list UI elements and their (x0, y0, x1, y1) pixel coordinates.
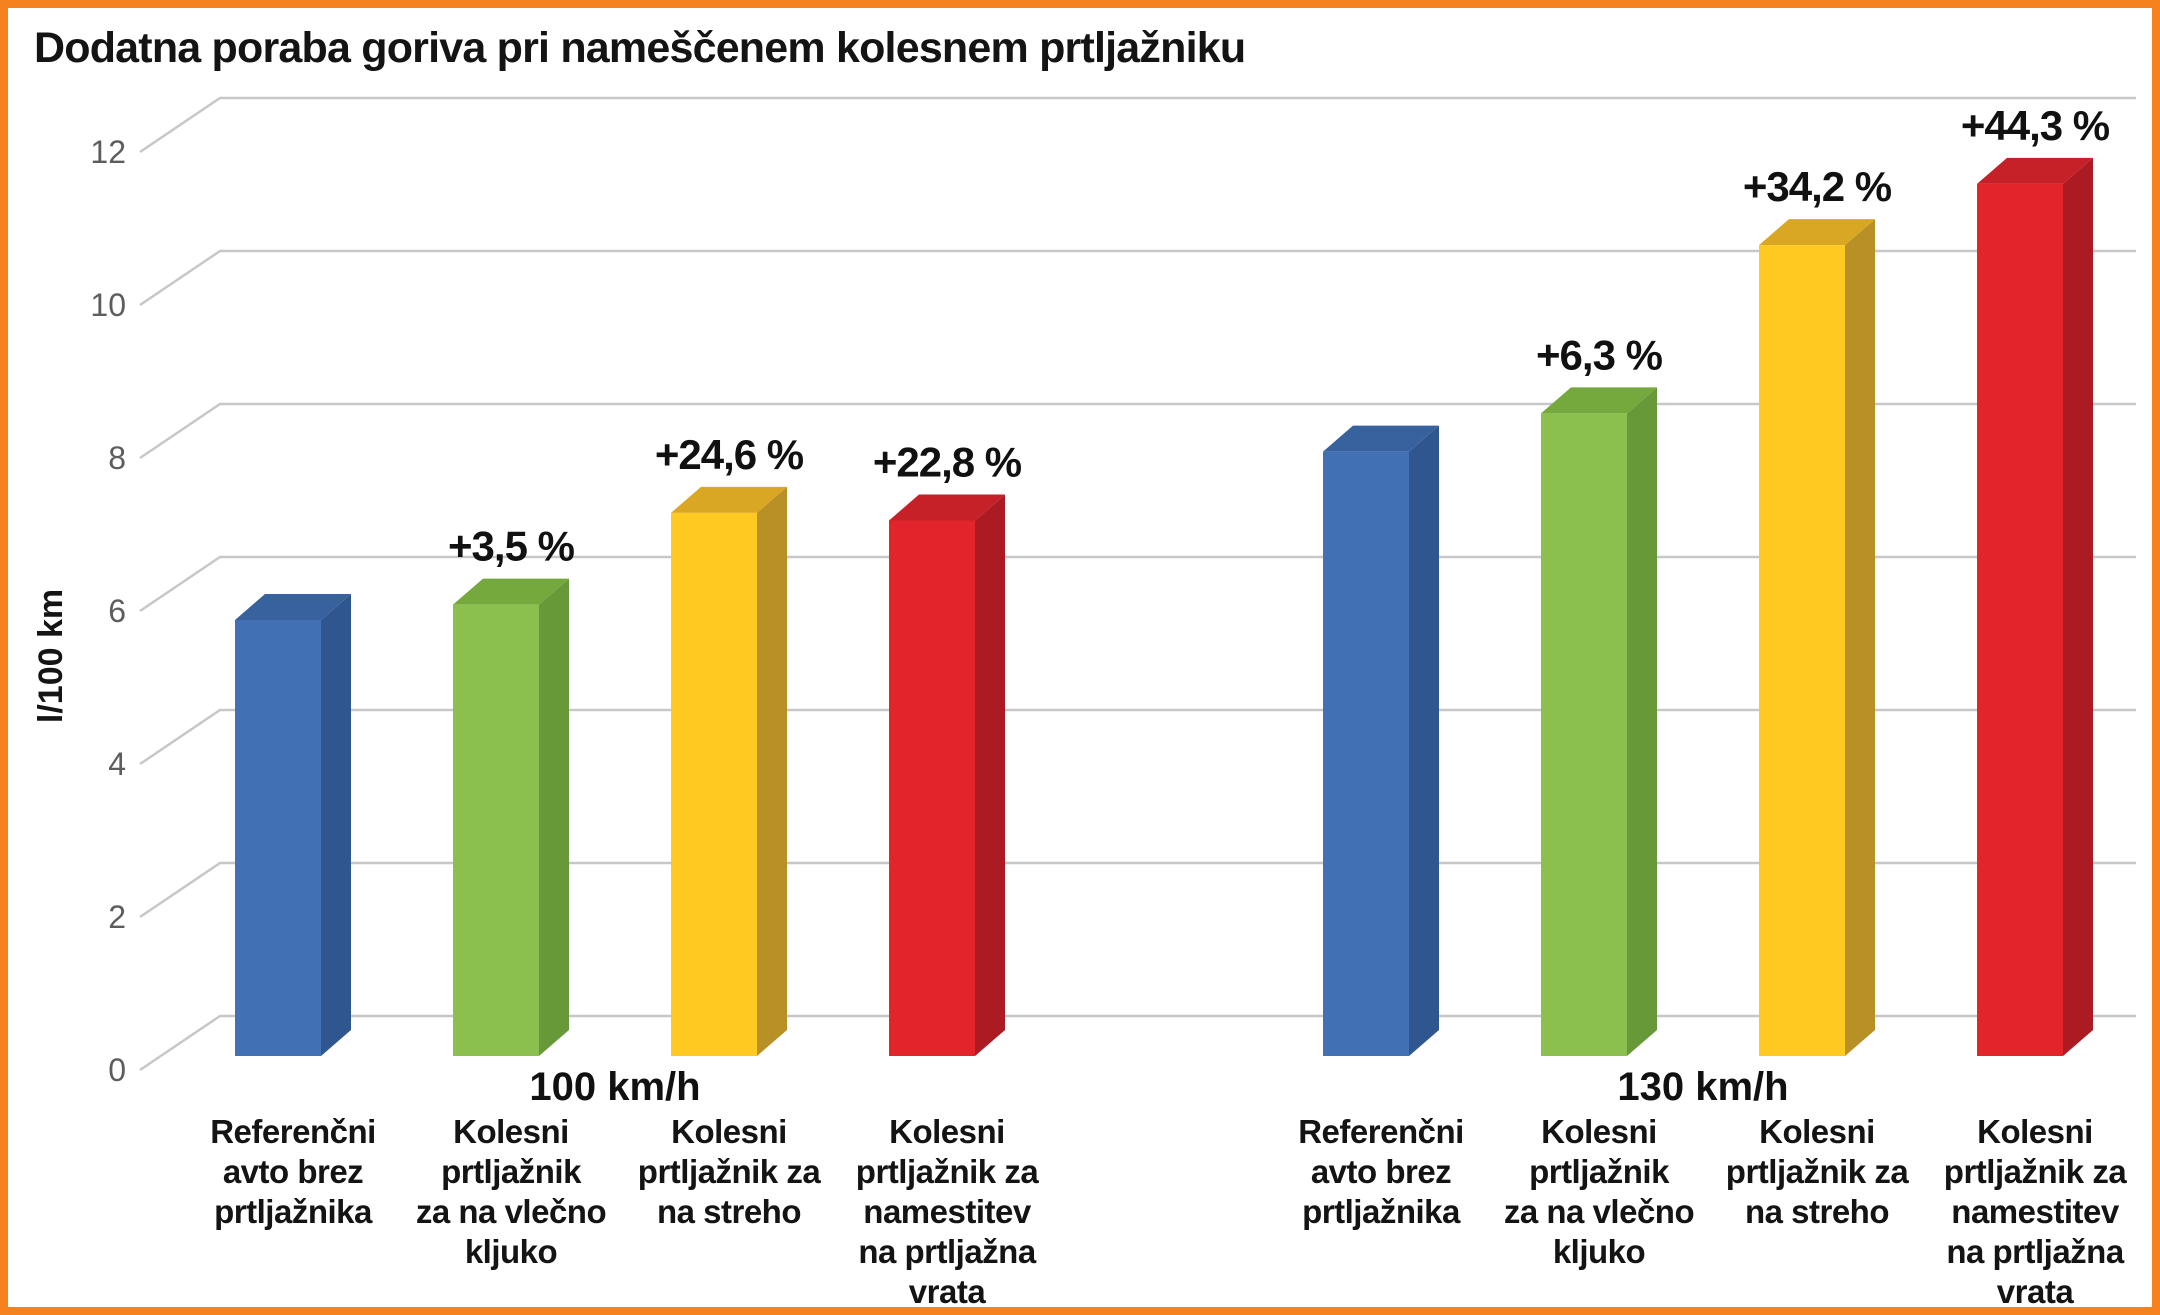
bar-percent-label: +22,8 % (873, 439, 1022, 486)
category-label: Referenčni avto brez prtljažnika (210, 1113, 376, 1230)
y-tick-label: 12 (90, 134, 126, 170)
gridline (139, 402, 2136, 460)
bar-columns (235, 157, 2093, 1057)
bar-top-face (1541, 387, 1657, 414)
gridline (139, 1014, 2136, 1072)
y-tick-label: 0 (108, 1052, 126, 1088)
y-tick-label: 10 (90, 287, 126, 323)
category-label: Referenčni avto brez prtljažnika (1298, 1113, 1464, 1230)
bar-side-face (539, 578, 569, 1056)
y-axis-title: l/100 km (32, 589, 70, 723)
gridline (139, 708, 2136, 766)
bar-side-face (321, 593, 351, 1056)
gridline (139, 861, 2136, 919)
y-tick-label: 4 (108, 746, 126, 782)
y-tick-label: 6 (108, 593, 126, 629)
y-axis-tick-labels: 0 2 4 6 8 10 12 (90, 134, 126, 1088)
bar-top-face (889, 494, 1005, 521)
bar-side-face (975, 494, 1005, 1056)
bar-top-face (671, 486, 787, 513)
bar-yellow-roof (1759, 245, 1845, 1057)
y-tick-label: 8 (108, 440, 126, 476)
bar-top-face (453, 578, 569, 605)
bar-percent-label: +6,3 % (1536, 331, 1663, 378)
bar-percent-label: +34,2 % (1743, 163, 1892, 210)
bar-green-towbar (453, 604, 539, 1056)
bar-side-face (2063, 157, 2093, 1056)
bar-blue-reference (235, 619, 321, 1056)
y-tick-label: 2 (108, 899, 126, 935)
bar-top-face (1977, 157, 2093, 184)
percent-labels: +3,5 % +24,6 % +22,8 % +6,3 % +34,2 % +44,3 % (448, 102, 2111, 570)
category-label: Kolesni prtljažnik za na vlečno kljuko (1503, 1113, 1695, 1270)
bar-blue-reference (1323, 451, 1409, 1056)
bar-green-towbar (1541, 413, 1627, 1056)
bar-yellow-roof (671, 512, 757, 1056)
chart-title: Dodatna poraba goriva pri nameščenem kol… (34, 24, 1246, 72)
category-label: Kolesni prtljažnik za na streho (1725, 1113, 1909, 1230)
category-label: Kolesni prtljažnik za namestitev na prtljaž… (855, 1113, 1039, 1310)
gridline (139, 249, 2136, 307)
group-label: 130 km/h (1617, 1065, 1788, 1109)
gridline (139, 96, 2136, 154)
bar-top-face (235, 593, 351, 620)
bar-side-face (1409, 425, 1439, 1056)
bar-top-face (1323, 425, 1439, 452)
group-label: 100 km/h (529, 1065, 700, 1109)
group-labels: 100 km/h 130 km/h (529, 1065, 1788, 1109)
bar-percent-label: +24,6 % (655, 431, 804, 478)
gridline (139, 555, 2136, 613)
category-label: Kolesni prtljažnik za namestitev na prtljaž… (1943, 1113, 2127, 1310)
bar-percent-label: +3,5 % (448, 523, 575, 570)
bar-red-tailgate (889, 520, 975, 1056)
bar-top-face (1759, 219, 1875, 246)
bar-side-face (757, 486, 787, 1057)
bar-percent-label: +44,3 % (1961, 102, 2110, 149)
category-label: Kolesni prtljažnik za na vlečno kljuko (415, 1113, 607, 1270)
gridlines (139, 96, 2136, 1072)
bar-red-tailgate (1977, 183, 2063, 1056)
category-label: Kolesni prtljažnik za na streho (637, 1113, 821, 1230)
bar-side-face (1845, 219, 1875, 1057)
bar-side-face (1627, 387, 1657, 1056)
